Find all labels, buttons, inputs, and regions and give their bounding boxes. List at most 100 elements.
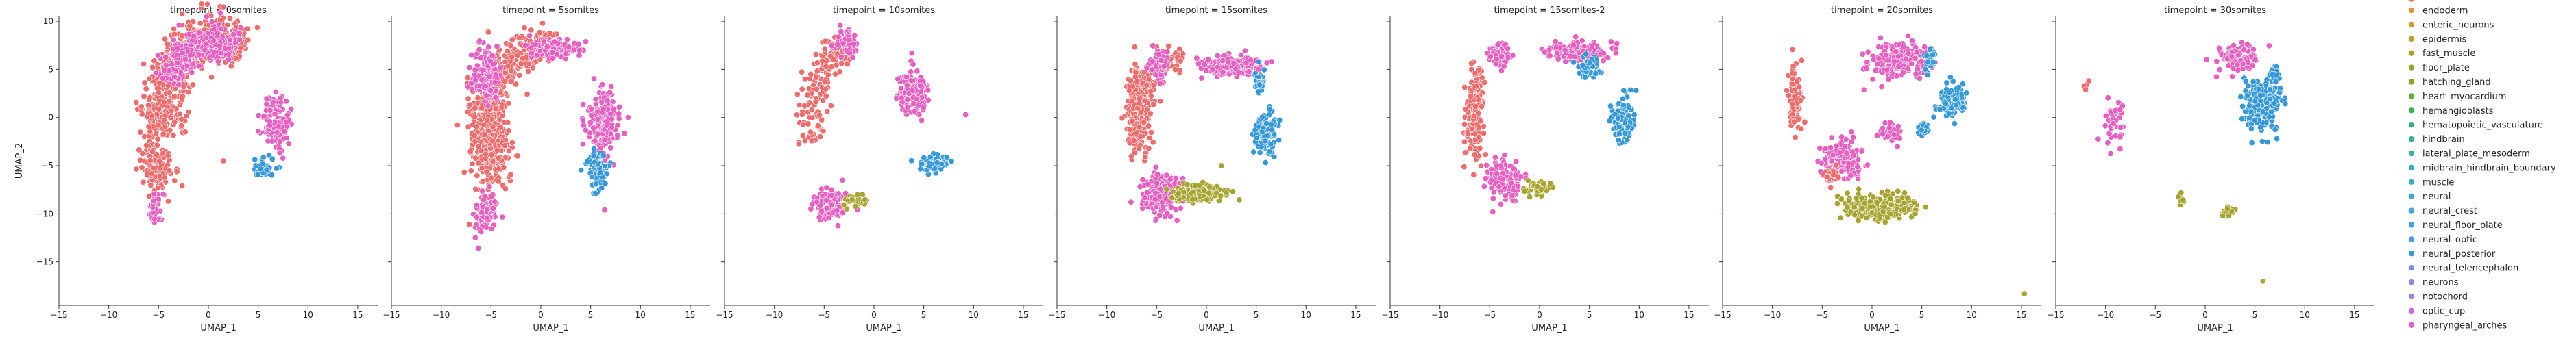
scatter-point: [211, 49, 217, 55]
scatter-point: [264, 101, 269, 107]
scatter-point: [963, 112, 969, 117]
scatter-point: [1150, 58, 1155, 64]
scatter-point: [1157, 99, 1163, 104]
scatter-point: [221, 158, 226, 164]
scatter-point: [254, 25, 260, 30]
scatter-point: [576, 41, 581, 47]
scatter-point: [1553, 38, 1558, 44]
scatter-point: [204, 14, 209, 20]
scatter-point: [912, 108, 917, 114]
scatter-point: [174, 169, 180, 175]
scatter-point: [484, 169, 489, 175]
scatter-point: [179, 116, 184, 122]
scatter-point: [278, 95, 283, 101]
facet-title: timepoint = 10somites: [833, 5, 935, 16]
scatter-point: [1148, 88, 1154, 94]
scatter-point: [1515, 183, 1520, 189]
scatter-point: [145, 103, 151, 108]
scatter-point: [469, 52, 474, 58]
scatter-point: [595, 109, 600, 114]
scatter-point: [483, 83, 488, 88]
scatter-point: [1146, 77, 1152, 82]
scatter-point: [847, 38, 852, 43]
scatter-point: [472, 114, 477, 120]
scatter-point: [1462, 84, 1468, 90]
scatter-point: [177, 111, 182, 116]
scatter-point: [482, 132, 487, 138]
scatter-point: [236, 37, 242, 42]
scatter-point: [1128, 199, 1134, 205]
scatter-point: [1150, 140, 1156, 145]
scatter-point: [1181, 190, 1187, 195]
scatter-point: [162, 36, 167, 42]
scatter-point: [179, 123, 184, 128]
scatter-point: [809, 138, 814, 144]
scatter-point: [799, 86, 805, 92]
scatter-point: [179, 97, 184, 102]
scatter-point: [1498, 201, 1503, 207]
scatter-point: [488, 175, 494, 181]
scatter-point: [487, 74, 492, 79]
scatter-point: [1484, 162, 1490, 168]
scatter-point: [541, 39, 546, 44]
scatter-point: [910, 62, 916, 67]
scatter-point: [160, 192, 166, 197]
scatter-point: [533, 42, 538, 47]
scatter-point: [134, 99, 139, 105]
scatter-point: [1242, 48, 1248, 53]
scatter-point: [483, 151, 488, 157]
scatter-point: [927, 164, 932, 169]
scatter-point: [277, 138, 282, 144]
scatter-point: [454, 122, 460, 127]
scatter-point: [1277, 117, 1283, 123]
y-tick-label: −15: [36, 257, 53, 267]
x-tick-label: 10: [303, 310, 313, 320]
scatter-point: [1165, 210, 1170, 216]
scatter-point: [1131, 138, 1137, 143]
scatter-point: [147, 76, 152, 81]
scatter-point: [1259, 114, 1265, 120]
scatter-point: [461, 170, 467, 175]
scatter-point: [918, 166, 923, 172]
scatter-point: [226, 52, 231, 58]
scatter-point: [474, 172, 480, 178]
scatter-point: [172, 178, 178, 183]
scatter-point: [908, 69, 914, 75]
scatter-point: [847, 51, 852, 56]
scatter-point: [1138, 110, 1143, 115]
scatter-point: [1259, 144, 1264, 150]
scatter-point: [826, 215, 831, 220]
scatter-point: [1192, 183, 1198, 188]
scatter-point: [179, 11, 184, 16]
scatter-point: [528, 51, 534, 56]
scatter-point: [474, 202, 479, 207]
scatter-point: [824, 205, 829, 211]
y-tick-label: 0: [48, 113, 53, 123]
scatter-point: [1236, 70, 1241, 75]
scatter-point: [921, 105, 926, 110]
scatter-point: [498, 125, 503, 130]
scatter-point: [141, 179, 146, 185]
scatter-point: [823, 198, 829, 203]
scatter-point: [1463, 106, 1468, 112]
scatter-point: [805, 92, 810, 98]
scatter-point: [925, 88, 931, 93]
x-tick-label: −5: [485, 310, 497, 320]
scatter-point: [156, 123, 161, 128]
scatter-point: [1256, 59, 1261, 64]
scatter-point: [807, 129, 813, 135]
scatter-point: [1157, 81, 1163, 86]
scatter-point: [598, 170, 603, 175]
scatter-point: [167, 68, 172, 74]
scatter-point: [1500, 177, 1506, 182]
scatter-point: [493, 88, 498, 94]
scatter-point: [171, 37, 176, 42]
scatter-point: [187, 23, 193, 29]
x-axis-label: UMAP_1: [533, 323, 568, 333]
scatter-point: [233, 55, 239, 61]
scatter-point: [1144, 190, 1150, 195]
scatter-point: [1178, 205, 1183, 211]
scatter-point: [141, 94, 147, 99]
